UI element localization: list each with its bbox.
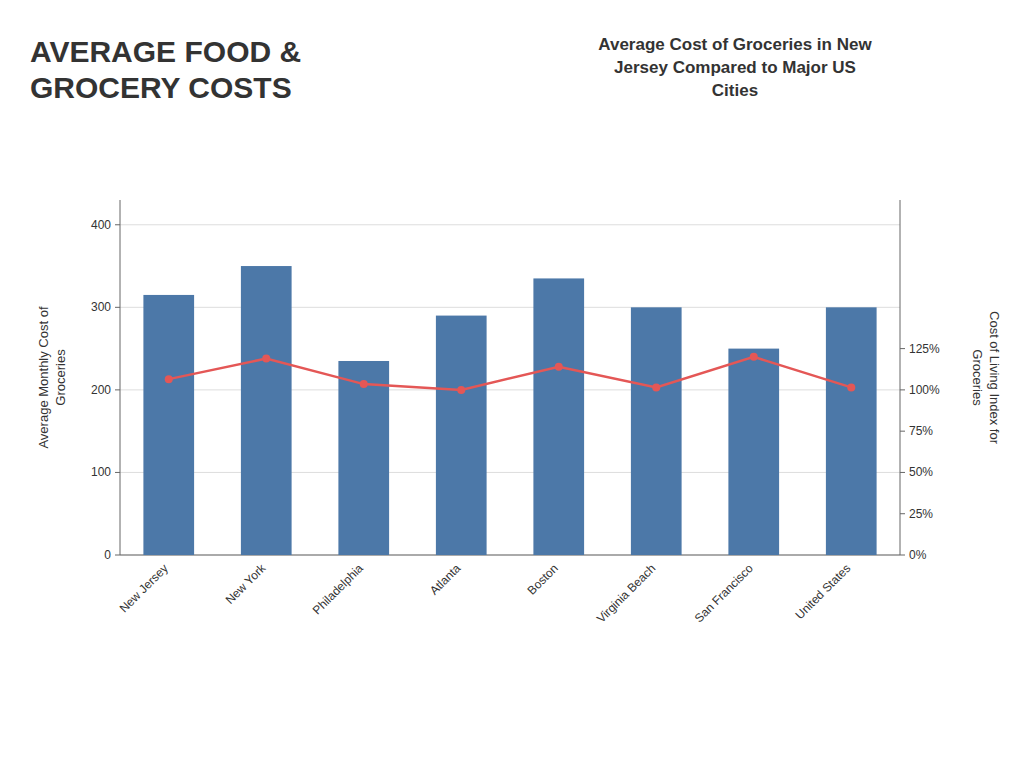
x-axis-line (120, 555, 900, 556)
grid-line (120, 555, 900, 556)
y2-axis-label: Cost of Living Index forGroceries (970, 311, 1002, 445)
grid (120, 225, 900, 555)
y-axis-line (120, 200, 121, 555)
y2-tick (900, 389, 905, 390)
y2-tick-label: 25% (909, 507, 933, 521)
line (169, 357, 852, 390)
line-marker (847, 383, 855, 391)
chart: AVERAGE FOOD &GROCERY COSTS Average Cost … (0, 0, 1024, 768)
marks (143, 266, 876, 555)
y-axis-label: Average Monthly Cost ofGroceries (36, 306, 68, 448)
y2-tick-label: 75% (909, 424, 933, 438)
x-tick-label: Virginia Beach (594, 561, 658, 625)
y2-tick-label: 100% (909, 383, 940, 397)
chart-title: Average Cost of Groceries in NewJersey C… (598, 35, 872, 100)
y2-tick (900, 472, 905, 473)
x-tick-label: New York (223, 561, 269, 607)
y2-tick-label: 125% (909, 342, 940, 356)
x-tick-label: United States (793, 561, 854, 622)
y2-tick (900, 431, 905, 432)
bar (143, 295, 194, 555)
bar (338, 361, 389, 555)
annotation: AVERAGE FOOD &GROCERY COSTS (30, 35, 301, 104)
y-tick (115, 307, 120, 308)
y2-axis-line (900, 200, 901, 555)
x-tick-label: Atlanta (427, 561, 464, 598)
line-marker (262, 355, 270, 363)
y2-tick-label: 50% (909, 465, 933, 479)
line-marker (750, 353, 758, 361)
grid-line (120, 224, 900, 225)
y-tick (115, 472, 120, 473)
y-tick (115, 224, 120, 225)
x-tick-label: New Jersey (117, 561, 171, 615)
grid-line (120, 307, 900, 308)
line-marker (457, 386, 465, 394)
bar (728, 349, 779, 555)
line-marker (360, 380, 368, 388)
line-marker (165, 375, 173, 383)
y2-tick (900, 348, 905, 349)
x-tick-label: San Francisco (692, 561, 756, 625)
x-tick-label: Philadelphia (310, 561, 366, 617)
grid-line (120, 472, 900, 473)
y-tick (115, 389, 120, 390)
y-tick-label: 0 (104, 548, 111, 562)
y-tick-label: 100 (91, 465, 111, 479)
y-tick (115, 555, 120, 556)
y2-tick (900, 513, 905, 514)
bar (631, 307, 682, 555)
axes: 0 100 200 300 400 0% 25% 50% 75% 100% 125% New Jers… (36, 200, 1002, 626)
grid-line (120, 389, 900, 390)
y-tick-label: 400 (91, 218, 111, 232)
bar (533, 278, 584, 555)
bar (436, 316, 487, 555)
line-marker (652, 383, 660, 391)
x-tick-label: Boston (525, 561, 561, 597)
bar (826, 307, 877, 555)
bar (241, 266, 292, 555)
line-marker (555, 363, 563, 371)
y-tick-label: 300 (91, 300, 111, 314)
y-tick-label: 200 (91, 383, 111, 397)
y2-tick (900, 555, 905, 556)
y2-tick-label: 0% (909, 548, 927, 562)
